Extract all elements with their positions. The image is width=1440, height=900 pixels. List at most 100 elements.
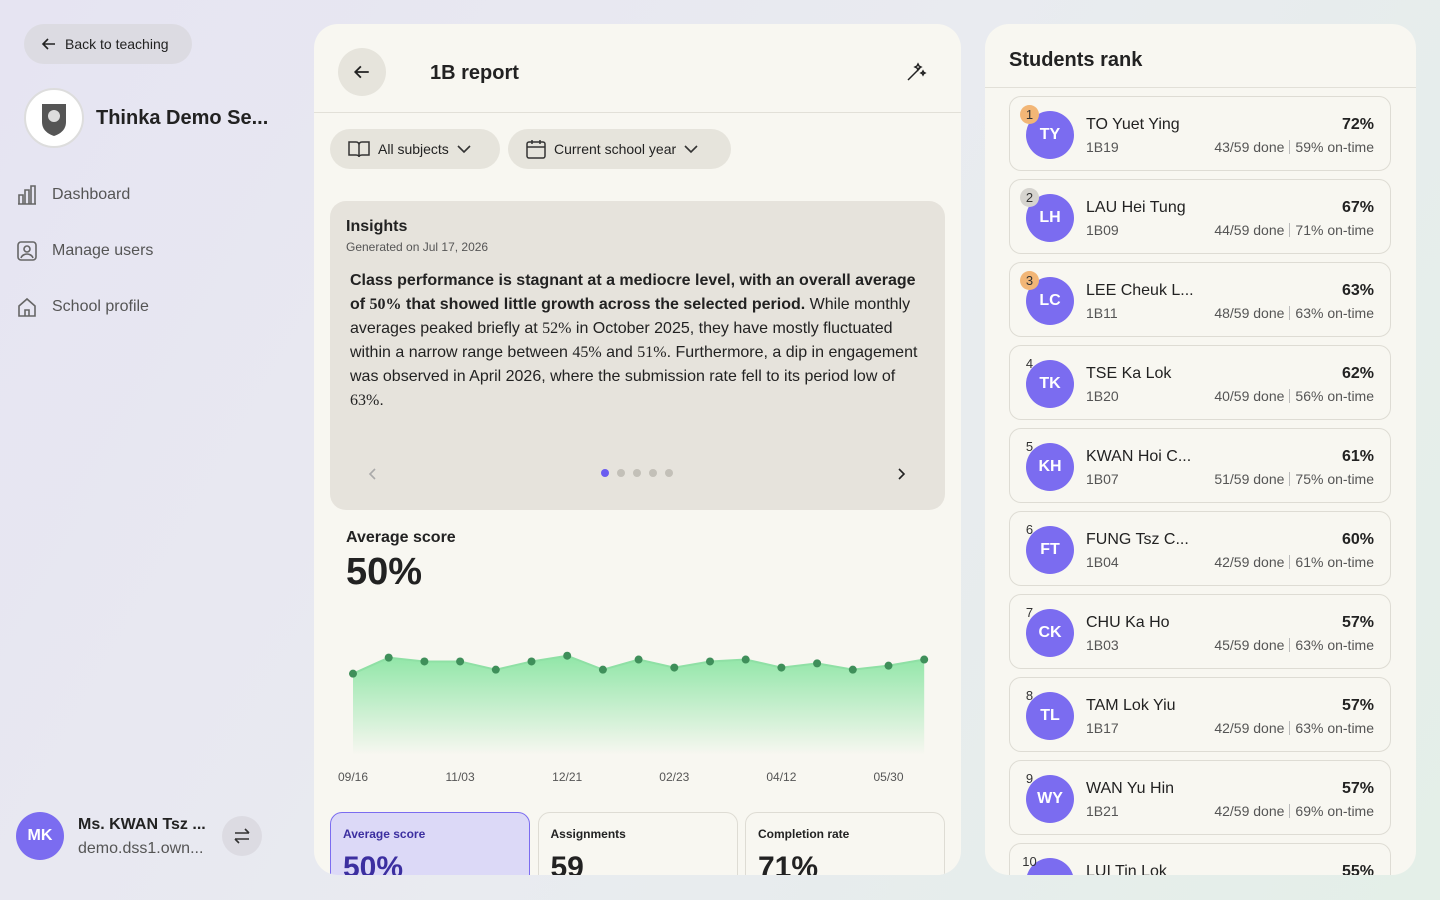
- nav-item[interactable]: Dashboard: [16, 184, 130, 206]
- rank-title: Students rank: [1009, 49, 1143, 71]
- student-class: 1B04: [1086, 554, 1119, 570]
- point: [813, 659, 822, 668]
- separator: [1289, 140, 1291, 154]
- student-card[interactable]: KH 5 KWAN Hoi C... 1B07 61% 51/59 done 75% on-…: [1009, 428, 1391, 503]
- student-card[interactable]: LC 3 LEE Cheuk L... 1B11 63% 48/59 done 63% on…: [1009, 262, 1391, 337]
- student-score: 63%: [1341, 282, 1374, 299]
- student-class: 1B07: [1086, 471, 1119, 487]
- point: [920, 655, 929, 664]
- point: [563, 651, 572, 660]
- rank-badge: 7: [1025, 605, 1034, 620]
- done-count: 42/59 done: [1214, 803, 1285, 819]
- rank-badge: 6: [1025, 522, 1034, 537]
- x-tick-label: 11/03: [446, 770, 475, 784]
- insight-segment: that showed little growth across the sel…: [401, 296, 806, 313]
- x-tick-label: 12/21: [552, 770, 582, 784]
- x-tick-label: 02/23: [659, 770, 689, 784]
- average-value: 50%: [346, 551, 423, 593]
- student-score: 60%: [1341, 531, 1374, 548]
- student-score: 62%: [1341, 365, 1374, 382]
- insight-segment: 63%: [350, 392, 380, 409]
- student-name: LUI Tin Lok: [1086, 863, 1167, 875]
- student-card[interactable]: CK 7 CHU Ka Ho 1B03 57% 45/59 done 63% on-time: [1009, 594, 1391, 669]
- insight-segment: in October 2025, they have mostly fluctu…: [350, 320, 893, 361]
- insights-title: Insights: [346, 218, 408, 235]
- nav-label: Dashboard: [52, 186, 131, 203]
- ontime-rate: 59% on-time: [1295, 139, 1374, 155]
- student-avatar: CK: [1026, 609, 1074, 657]
- student-card[interactable]: WY 9 WAN Yu Hin 1B21 57% 42/59 done 69% on-tim…: [1009, 760, 1391, 835]
- nav-item[interactable]: Manage users: [16, 240, 153, 262]
- student-name: TAM Lok Yiu: [1086, 697, 1176, 714]
- student-card[interactable]: TL 8 TAM Lok Yiu 1B17 57% 42/59 done 63% on-ti…: [1009, 677, 1391, 752]
- done-count: 51/59 done: [1214, 471, 1285, 487]
- student-card[interactable]: LH 2 LAU Hei Tung 1B09 67% 44/59 done 71% on-t…: [1009, 179, 1391, 254]
- student-card[interactable]: LT10LUI Tin Lok1B1455%: [1009, 843, 1391, 875]
- point: [598, 665, 607, 674]
- ontime-rate: 69% on-time: [1295, 803, 1374, 819]
- separator: [1289, 555, 1291, 569]
- point: [456, 657, 465, 666]
- user-avatar: MK: [16, 812, 64, 860]
- student-stats: 48/59 done 63% on-time: [1214, 305, 1374, 321]
- rank-panel: Students rank TY 1 TO Yuet Ying 1B19 72% 43/5…: [985, 24, 1416, 875]
- student-name: LEE Cheuk L...: [1086, 282, 1194, 299]
- rank-badge: 9: [1025, 771, 1034, 786]
- ontime-rate: 61% on-time: [1295, 554, 1374, 570]
- student-card[interactable]: TY 1 TO Yuet Ying 1B19 72% 43/59 done 59% on-t…: [1009, 96, 1391, 171]
- student-card[interactable]: TK 4 TSE Ka Lok 1B20 62% 40/59 done 56% on-tim…: [1009, 345, 1391, 420]
- filter-label: All subjects: [378, 141, 449, 157]
- x-tick-label: 05/30: [873, 770, 903, 784]
- student-class: 1B20: [1086, 388, 1119, 404]
- student-name: CHU Ka Ho: [1086, 614, 1170, 631]
- student-stats: 42/59 done 63% on-time: [1214, 720, 1374, 736]
- student-avatar: TK: [1026, 360, 1074, 408]
- switch-button[interactable]: [222, 816, 262, 856]
- next-button[interactable]: [896, 467, 906, 486]
- student-class: 1B21: [1086, 803, 1119, 819]
- prev-button[interactable]: [368, 467, 378, 486]
- back-button[interactable]: Back to teaching: [24, 24, 192, 64]
- stat-value: 50%: [343, 851, 404, 875]
- student-name: WAN Yu Hin: [1086, 780, 1175, 797]
- stat-card: Average score 50%: [330, 812, 530, 875]
- student-score: 61%: [1341, 448, 1374, 465]
- point: [884, 661, 893, 670]
- done-count: 42/59 done: [1214, 720, 1285, 736]
- student-card[interactable]: FT 6 FUNG Tsz C... 1B04 60% 42/59 done 61% on-…: [1009, 511, 1391, 586]
- student-stats: 40/59 done 56% on-time: [1214, 388, 1374, 404]
- point: [349, 669, 357, 678]
- filter-label: Current school year: [554, 141, 677, 157]
- user-email: demo.dss1.own...: [78, 840, 204, 857]
- insights-date: Generated on Jul 17, 2026: [346, 240, 489, 254]
- done-count: 48/59 done: [1214, 305, 1285, 321]
- stat-value: 71%: [758, 851, 819, 875]
- x-tick-label: 09/16: [338, 770, 368, 784]
- insight-segment: While monthly averages peaked briefly at: [350, 296, 911, 337]
- subject-filter[interactable]: All subjects: [330, 129, 500, 169]
- student-stats: 44/59 done 71% on-time: [1214, 222, 1374, 238]
- back-icon-button[interactable]: [338, 48, 386, 96]
- point: [420, 657, 429, 666]
- insight-segment: 52%: [542, 320, 572, 337]
- ontime-rate: 56% on-time: [1295, 388, 1374, 404]
- nav-item[interactable]: School profile: [16, 296, 149, 318]
- year-filter[interactable]: Current school year: [508, 129, 731, 169]
- user-name: Ms. KWAN Tsz ...: [78, 816, 206, 833]
- divider: [985, 87, 1416, 88]
- point: [634, 655, 643, 664]
- done-count: 45/59 done: [1214, 637, 1285, 653]
- point: [670, 663, 679, 672]
- student-name: TSE Ka Lok: [1086, 365, 1172, 382]
- insight-segment: .: [379, 392, 384, 409]
- insights-text: Class performance is stagnant at a medio…: [350, 269, 930, 413]
- stat-label: Average score: [343, 827, 426, 841]
- rank-badge: 10: [1022, 854, 1037, 869]
- stat-card: Assignments 59: [537, 812, 738, 875]
- ai-button[interactable]: [904, 60, 928, 89]
- student-stats: 45/59 done 63% on-time: [1214, 637, 1374, 653]
- done-count: 40/59 done: [1214, 388, 1285, 404]
- student-score: 57%: [1341, 780, 1374, 797]
- student-name: LAU Hei Tung: [1086, 199, 1186, 216]
- stat-label: Assignments: [550, 827, 626, 841]
